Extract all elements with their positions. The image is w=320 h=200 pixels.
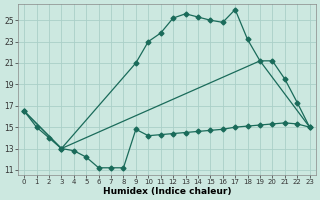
X-axis label: Humidex (Indice chaleur): Humidex (Indice chaleur) [103, 187, 231, 196]
